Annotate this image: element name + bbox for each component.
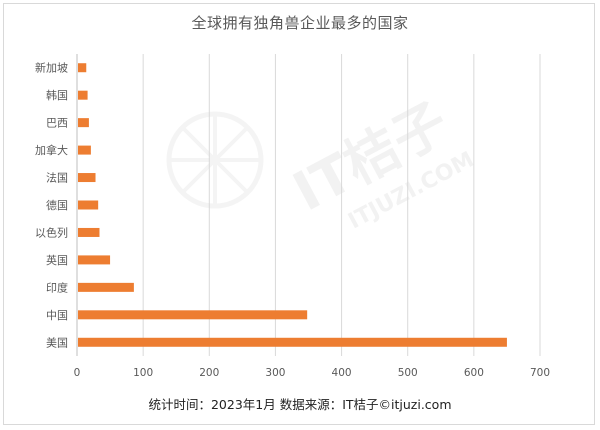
x-tick-label: 100 — [133, 367, 153, 379]
bar — [78, 145, 91, 155]
x-tick-label: 0 — [74, 367, 81, 379]
category-label: 巴西 — [46, 117, 68, 130]
gridlines — [76, 54, 541, 356]
bar — [78, 63, 87, 73]
chart-title: 全球拥有独角兽企业最多的国家 — [191, 14, 409, 32]
x-tick-label: 500 — [398, 367, 418, 379]
chart-frame — [3, 3, 595, 425]
bars — [78, 63, 507, 347]
category-label: 加拿大 — [35, 143, 68, 157]
source-note: 统计时间：2023年1月 数据来源：IT桔子©itjuzi.com — [148, 397, 452, 412]
x-tick-label: 600 — [464, 367, 484, 379]
bar — [78, 337, 507, 347]
x-tick-labels: 0 100 200 300 400 500 600 700 — [74, 367, 550, 379]
category-label: 德国 — [46, 198, 68, 212]
category-label: 韩国 — [46, 88, 68, 102]
x-tick-label: 300 — [265, 367, 285, 379]
category-label: 印度 — [46, 280, 68, 294]
bar — [78, 282, 134, 292]
bar — [78, 90, 88, 100]
x-tick-label: 200 — [199, 367, 219, 379]
bar — [78, 227, 100, 237]
category-label: 美国 — [46, 336, 68, 349]
x-tick-label: 700 — [530, 367, 550, 379]
x-tick-label: 400 — [332, 367, 352, 379]
category-label: 法国 — [46, 171, 68, 185]
category-label: 英国 — [46, 253, 68, 267]
bar — [78, 173, 96, 183]
bar — [78, 118, 89, 128]
category-label: 新加坡 — [35, 61, 68, 75]
bar — [78, 310, 308, 320]
category-label: 中国 — [46, 309, 68, 322]
category-label: 以色列 — [35, 225, 68, 239]
watermark: IT桔子 ITJUZI.COM — [166, 90, 478, 234]
bar — [78, 200, 99, 210]
watermark-logo-icon — [166, 111, 264, 209]
bar — [78, 255, 111, 265]
